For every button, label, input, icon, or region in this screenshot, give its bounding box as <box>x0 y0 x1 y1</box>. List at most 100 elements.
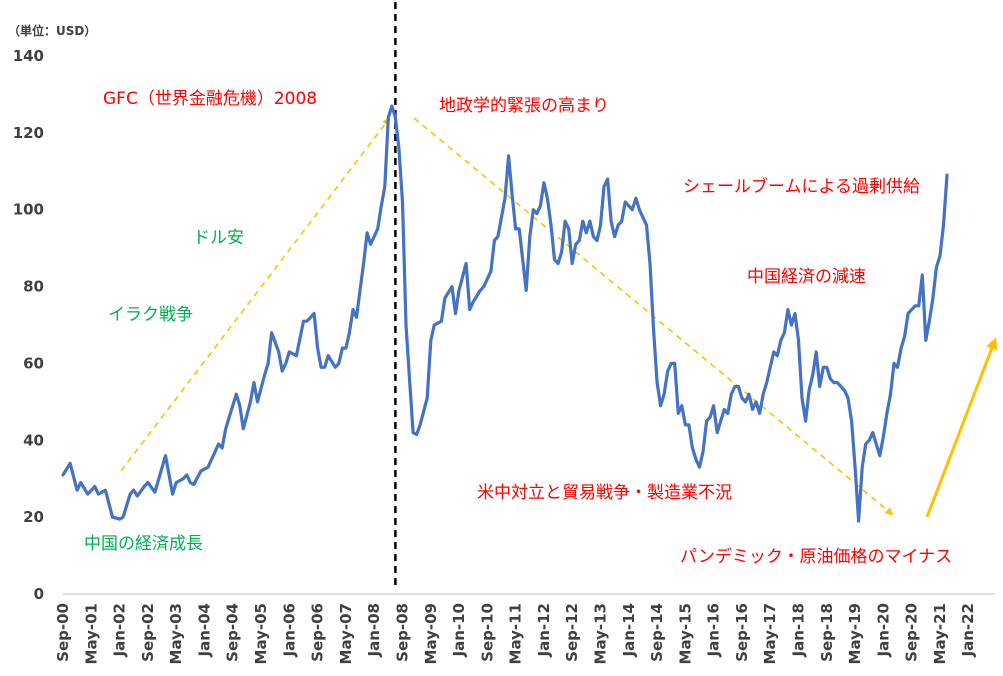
data-point <box>595 239 599 242</box>
data-point <box>217 442 220 446</box>
data-point <box>673 362 676 365</box>
data-point <box>394 116 397 119</box>
data-point <box>747 393 751 396</box>
data-point <box>680 404 683 407</box>
data-point <box>857 519 860 523</box>
data-point <box>496 235 500 238</box>
data-point <box>779 339 782 342</box>
x-tick-label: May-07 <box>337 603 355 664</box>
y-tick-label: 100 <box>13 201 44 219</box>
data-point <box>585 231 588 234</box>
data-point <box>885 412 889 415</box>
y-tick-label: 20 <box>23 508 44 526</box>
data-point <box>355 316 358 319</box>
data-point <box>334 366 337 369</box>
data-point <box>850 419 853 423</box>
data-point <box>518 227 521 231</box>
data-point <box>733 385 737 388</box>
x-tick-label: Sep-18 <box>818 603 836 662</box>
data-point <box>415 433 418 436</box>
data-point <box>899 346 903 350</box>
data-point <box>387 116 390 119</box>
data-point <box>238 404 241 407</box>
data-point <box>935 266 938 269</box>
data-point <box>312 312 316 315</box>
x-tick-label: May-05 <box>252 603 270 664</box>
annotations: GFC（世界金融危機）2008 地政学的緊張の高まり シェールブームによる過剰供… <box>84 89 952 567</box>
data-point <box>256 400 259 404</box>
data-point <box>362 262 365 265</box>
data-point <box>903 335 906 338</box>
data-point <box>337 362 340 365</box>
data-point <box>224 427 227 430</box>
data-point <box>132 489 135 492</box>
data-point <box>93 485 97 488</box>
data-point <box>627 204 630 208</box>
data-point <box>129 492 132 496</box>
x-tick-label: Sep-10 <box>478 603 496 662</box>
x-tick-label: Sep-12 <box>563 603 581 662</box>
data-point <box>454 312 457 315</box>
data-point <box>931 296 935 300</box>
data-point <box>235 393 238 396</box>
data-point <box>723 408 726 411</box>
data-point <box>397 147 401 150</box>
data-point <box>804 419 807 423</box>
x-tick-label: Sep-20 <box>903 603 921 662</box>
data-point <box>111 515 114 519</box>
data-point <box>800 396 804 400</box>
data-point <box>365 231 369 234</box>
x-tick-label: Sep-06 <box>309 603 327 662</box>
x-tick-label: Jan-08 <box>365 603 383 657</box>
data-point <box>832 381 836 384</box>
x-tick-label: Sep-02 <box>139 603 157 662</box>
data-point <box>472 300 475 304</box>
data-point <box>468 308 471 311</box>
data-point <box>592 235 595 238</box>
data-point <box>210 458 213 461</box>
y-tick-label: 40 <box>23 431 44 449</box>
data-point <box>249 400 252 404</box>
data-point <box>648 262 652 265</box>
data-point <box>418 423 422 427</box>
data-point <box>754 400 758 404</box>
annotation-china-slowdown: 中国経済の減速 <box>747 267 866 287</box>
data-point <box>716 431 719 434</box>
data-point <box>942 223 945 227</box>
data-point <box>507 154 510 158</box>
x-tick-label: May-17 <box>761 603 779 664</box>
x-tick-label: Jan-14 <box>620 603 638 657</box>
data-point <box>571 262 574 265</box>
data-point <box>701 450 705 453</box>
x-tick-label: May-19 <box>846 603 864 664</box>
data-point <box>464 262 468 265</box>
data-point <box>450 285 454 288</box>
x-tick-label: Jan-22 <box>959 603 977 657</box>
data-point <box>118 517 121 521</box>
data-point <box>928 320 931 323</box>
data-point <box>281 369 284 373</box>
data-point <box>815 350 818 354</box>
data-point <box>295 354 298 357</box>
data-point <box>358 289 362 292</box>
x-tick-label: May-15 <box>676 603 694 664</box>
data-point <box>889 393 892 396</box>
x-tick-label: Jan-12 <box>535 603 553 657</box>
series-line <box>61 104 949 523</box>
annotation-pandemic: パンデミック・原油価格のマイナス <box>680 546 952 567</box>
data-point <box>443 296 447 300</box>
data-point <box>641 216 645 219</box>
data-point <box>684 423 687 427</box>
data-point <box>482 285 485 288</box>
data-point <box>252 381 256 384</box>
data-point <box>143 485 146 488</box>
data-point <box>164 454 167 457</box>
data-point <box>581 220 584 223</box>
data-point <box>726 412 729 415</box>
data-point <box>373 235 376 238</box>
data-point <box>662 393 666 396</box>
data-point <box>97 492 100 496</box>
data-point <box>185 473 188 477</box>
annotation-weak-dollar: ドル安 <box>193 228 244 248</box>
